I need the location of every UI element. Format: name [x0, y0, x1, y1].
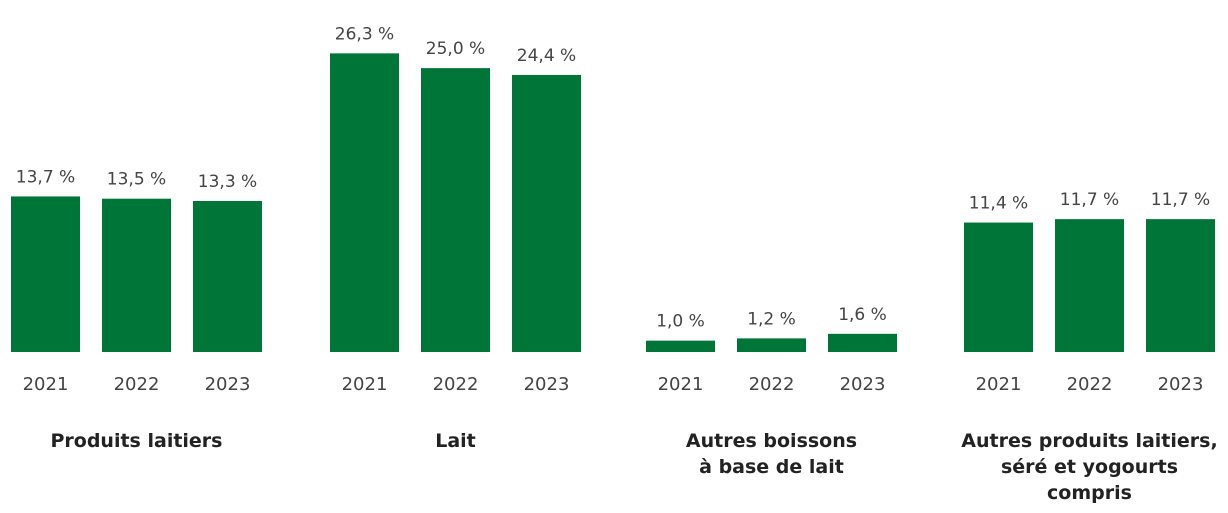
value-label: 26,3 % [335, 24, 394, 44]
bar [512, 74, 581, 353]
bar [964, 222, 1033, 352]
group-label: séré et yogourts [1001, 456, 1178, 478]
value-label: 13,3 % [198, 172, 257, 192]
value-label: 1,6 % [838, 305, 887, 325]
group-label: Autres boissons [686, 430, 857, 452]
bar [11, 196, 80, 352]
bar [330, 53, 399, 353]
value-label: 25,0 % [426, 39, 485, 59]
group-label: Produits laitiers [50, 430, 222, 452]
bar [1146, 219, 1215, 352]
bar [828, 333, 897, 352]
bar [193, 200, 262, 352]
x-tick-label: 2021 [23, 374, 69, 395]
bar [646, 340, 715, 352]
bar [737, 338, 806, 352]
bar [102, 198, 171, 352]
value-label: 13,7 % [16, 167, 75, 187]
group-label: compris [1047, 482, 1132, 504]
value-label: 13,5 % [107, 170, 166, 190]
value-label: 11,7 % [1151, 190, 1210, 210]
x-tick-label: 2022 [433, 374, 479, 395]
x-tick-label: 2022 [114, 374, 160, 395]
x-tick-label: 2021 [976, 374, 1022, 395]
value-label: 1,2 % [747, 309, 796, 329]
group-label: Lait [435, 430, 476, 452]
x-tick-label: 2023 [1158, 374, 1204, 395]
bar [1055, 219, 1124, 352]
group-label: à base de lait [699, 456, 844, 478]
value-label: 11,4 % [969, 194, 1028, 214]
group-label: Autres produits laitiers, [961, 430, 1217, 452]
x-tick-label: 2022 [749, 374, 795, 395]
x-tick-label: 2021 [658, 374, 704, 395]
x-tick-label: 2021 [342, 374, 388, 395]
x-tick-label: 2022 [1067, 374, 1113, 395]
x-tick-label: 2023 [840, 374, 886, 395]
bar [421, 68, 490, 353]
x-tick-label: 2023 [524, 374, 570, 395]
x-tick-label: 2023 [205, 374, 251, 395]
value-label: 1,0 % [656, 312, 705, 332]
value-label: 24,4 % [517, 46, 576, 66]
value-label: 11,7 % [1060, 190, 1119, 210]
